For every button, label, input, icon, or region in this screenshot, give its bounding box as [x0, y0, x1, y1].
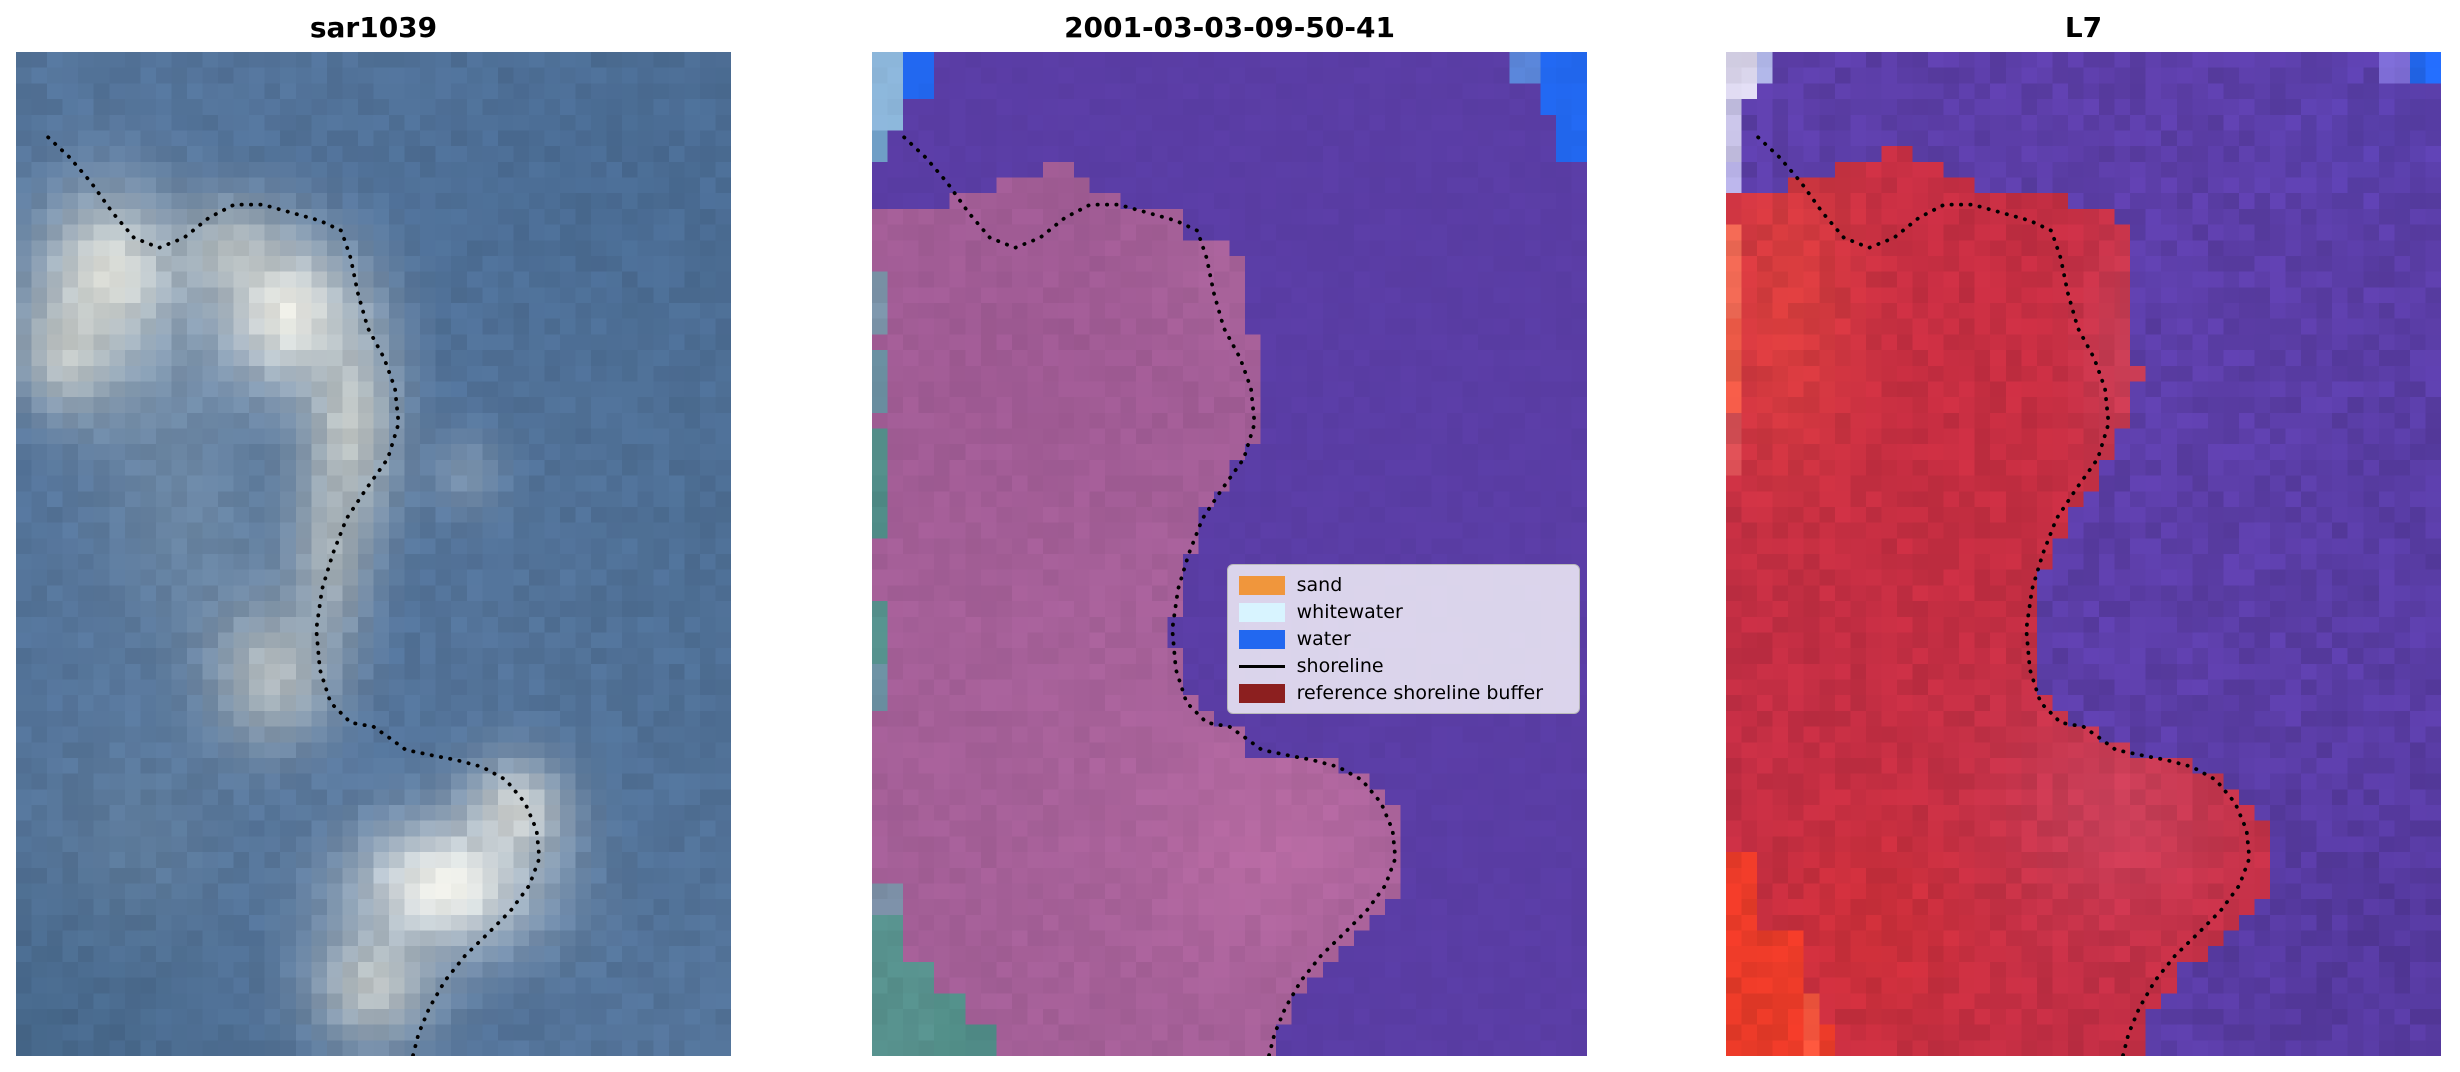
- legend-item-reference-shoreline-buffer: reference shoreline buffer: [1238, 682, 1568, 705]
- legend-label: water: [1296, 628, 1351, 651]
- legend-item-whitewater: whitewater: [1238, 601, 1568, 624]
- legend-patch-swatch: [1238, 683, 1285, 703]
- sar-image-canvas: [16, 52, 731, 1056]
- legend-label: reference shoreline buffer: [1296, 682, 1544, 705]
- panel-title-l7: L7: [2064, 11, 2103, 44]
- legend-patch-swatch: [1238, 602, 1285, 622]
- sar-image: [16, 52, 731, 1056]
- panel-sar: sar1039: [16, 8, 731, 1056]
- legend-item-water: water: [1238, 628, 1568, 651]
- shoreline-overlay: [1756, 135, 2252, 1056]
- legend-label: sand: [1296, 574, 1343, 597]
- legend-patch-swatch: [1238, 575, 1285, 595]
- l7-image: [1726, 52, 2441, 1056]
- l7-image-canvas: [1726, 52, 2441, 1056]
- shoreline-overlay: [902, 135, 1398, 1056]
- classified-image-canvas: [872, 52, 1587, 1056]
- panel-l7: L7: [1726, 8, 2441, 1056]
- panel-classified: 2001-03-03-09-50-41 sand whitewater water s…: [872, 8, 1587, 1056]
- panel-title-classified: 2001-03-03-09-50-41: [1064, 11, 1395, 44]
- legend-patch-swatch: [1238, 629, 1285, 649]
- classified-image: sand whitewater water shoreline reference sh…: [872, 52, 1587, 1056]
- panel-title-sar: sar1039: [309, 11, 438, 44]
- legend: sand whitewater water shoreline reference sh…: [1226, 564, 1580, 715]
- shoreline-dotted-line: [1756, 135, 2252, 1056]
- legend-line-swatch: [1238, 664, 1285, 668]
- legend-label: whitewater: [1296, 601, 1403, 624]
- legend-item-shoreline: shoreline: [1238, 655, 1568, 678]
- shoreline-overlay: [46, 135, 542, 1056]
- shoreline-dotted-line: [46, 135, 542, 1056]
- legend-item-sand: sand: [1238, 574, 1568, 597]
- legend-label: shoreline: [1296, 655, 1384, 678]
